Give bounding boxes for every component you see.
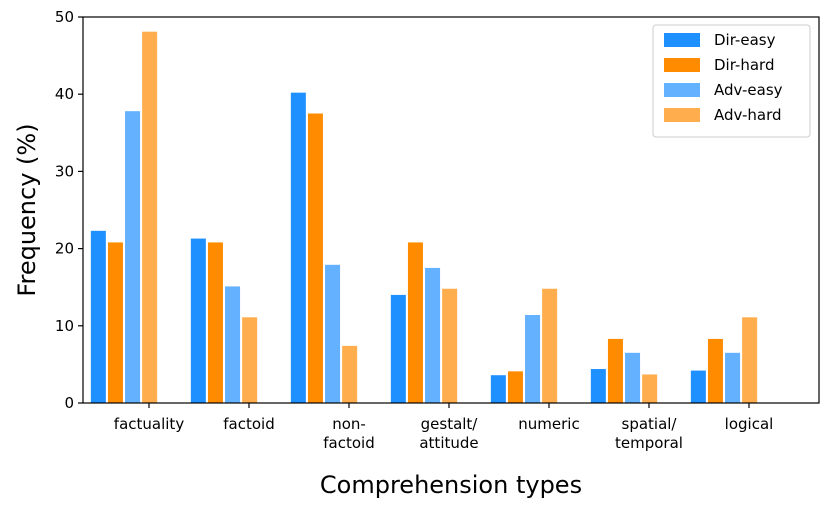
bar-adv-easy-gestaltattitude bbox=[425, 267, 441, 403]
legend: Dir-easy Dir-hard Adv-easy Adv-hard bbox=[652, 24, 811, 138]
bar-adv-easy-numeric bbox=[525, 314, 541, 403]
y-tick-label: 10 bbox=[55, 317, 74, 335]
bar-adv-hard-gestaltattitude bbox=[442, 288, 458, 403]
x-axis-title: Comprehension types bbox=[320, 471, 582, 499]
bar-adv-hard-logical bbox=[742, 317, 758, 403]
y-tick-label: 0 bbox=[64, 394, 74, 412]
bar-adv-easy-nonfactoid bbox=[325, 264, 341, 403]
x-tick-label: gestalt/attitude bbox=[419, 415, 478, 452]
bar-dir-easy-factoid bbox=[190, 238, 206, 403]
legend-swatch-adv-easy bbox=[664, 83, 700, 97]
x-tick-label: factoid bbox=[223, 415, 274, 433]
x-tick-label: logical bbox=[725, 415, 774, 433]
legend-swatch-dir-hard bbox=[664, 58, 700, 72]
bar-adv-hard-spatialtemporal bbox=[642, 374, 658, 403]
x-tick-label: non-factoid bbox=[323, 415, 374, 452]
bar-dir-hard-factoid bbox=[207, 242, 223, 403]
bar-adv-easy-factuality bbox=[125, 111, 141, 404]
axes-layer: 0 10 20 30 40 50 factuality factoid non-factoid g… bbox=[55, 8, 820, 452]
bar-dir-hard-numeric bbox=[507, 371, 523, 403]
y-tick-label: 30 bbox=[55, 162, 74, 180]
bar-dir-easy-numeric bbox=[490, 375, 506, 403]
legend-swatch-adv-hard bbox=[664, 108, 700, 122]
bar-dir-easy-logical bbox=[690, 370, 706, 403]
y-tick-label: 50 bbox=[55, 8, 74, 26]
bar-dir-easy-factuality bbox=[90, 230, 106, 403]
bar-dir-hard-spatialtemporal bbox=[607, 338, 623, 403]
bar-dir-easy-spatialtemporal bbox=[590, 369, 606, 403]
bars-layer bbox=[90, 31, 758, 404]
bar-adv-hard-numeric bbox=[542, 288, 558, 403]
y-tick-label: 40 bbox=[55, 85, 74, 103]
x-tick-label: numeric bbox=[518, 415, 579, 433]
bar-adv-easy-spatialtemporal bbox=[625, 352, 641, 403]
bar-adv-easy-factoid bbox=[225, 286, 241, 403]
legend-swatch-dir-easy bbox=[664, 33, 700, 47]
bar-adv-hard-nonfactoid bbox=[342, 345, 358, 403]
bar-dir-hard-gestaltattitude bbox=[407, 242, 423, 403]
x-tick-label: factuality bbox=[114, 415, 185, 433]
plot-frame bbox=[82, 16, 820, 404]
y-axis-title: Frequency (%) bbox=[13, 123, 41, 296]
bar-dir-hard-logical bbox=[707, 338, 723, 403]
bar-dir-easy-gestaltattitude bbox=[390, 294, 406, 403]
x-tick-label: spatial/temporal bbox=[615, 415, 683, 452]
bar-dir-easy-nonfactoid bbox=[290, 92, 306, 403]
legend-label-adv-hard: Adv-hard bbox=[714, 106, 782, 124]
bar-adv-hard-factoid bbox=[242, 317, 258, 403]
legend-label-adv-easy: Adv-easy bbox=[714, 81, 783, 99]
legend-label-dir-easy: Dir-easy bbox=[714, 31, 776, 49]
bar-dir-hard-factuality bbox=[107, 242, 123, 403]
legend-label-dir-hard: Dir-hard bbox=[714, 56, 774, 74]
bar-adv-hard-factuality bbox=[142, 31, 158, 403]
y-tick-label: 20 bbox=[55, 240, 74, 258]
bar-adv-easy-logical bbox=[725, 352, 741, 403]
bar-dir-hard-nonfactoid bbox=[307, 113, 323, 403]
